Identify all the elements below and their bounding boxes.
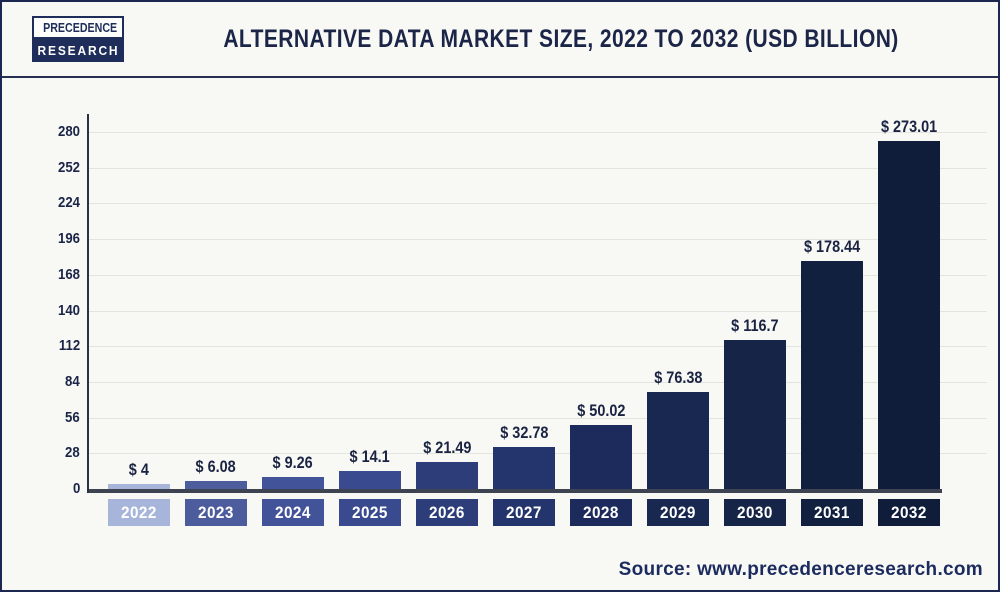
chart-title: ALTERNATIVE DATA MARKET SIZE, 2022 TO 20… bbox=[223, 24, 899, 53]
bar-2032 bbox=[878, 140, 940, 489]
bar-2025 bbox=[339, 471, 401, 489]
bar-value-label: $ 4 bbox=[128, 459, 150, 479]
bar-value-label: $ 9.26 bbox=[272, 453, 314, 473]
x-axis-label-2025: 2025 bbox=[339, 499, 401, 526]
grid-line bbox=[89, 132, 987, 133]
grid-line bbox=[89, 239, 987, 241]
y-tick-label: 140 bbox=[57, 301, 80, 319]
x-axis-label-2032: 2032 bbox=[878, 499, 940, 526]
bar-value-label: $ 21.49 bbox=[422, 437, 472, 457]
bar-2027 bbox=[493, 447, 555, 489]
x-axis-label-2026: 2026 bbox=[416, 499, 478, 526]
bar-value-label: $ 116.7 bbox=[731, 316, 779, 336]
y-tick-label: 112 bbox=[58, 337, 80, 355]
bar-2024 bbox=[262, 477, 324, 489]
bar-2023 bbox=[185, 481, 247, 489]
bar-2022 bbox=[108, 483, 170, 489]
y-tick-label: 196 bbox=[57, 230, 80, 248]
y-tick-label: 280 bbox=[57, 123, 80, 140]
x-axis-label-2024: 2024 bbox=[262, 499, 324, 526]
x-axis-label-2030: 2030 bbox=[724, 499, 786, 526]
bar-value-label: $ 6.08 bbox=[195, 457, 237, 477]
grid-line bbox=[89, 310, 987, 312]
bar-2028 bbox=[570, 425, 632, 489]
bar-value-label: $ 178.44 bbox=[803, 237, 861, 257]
grid-line bbox=[89, 203, 987, 205]
x-axis-label-2022: 2022 bbox=[108, 499, 170, 526]
logo-line1: PRECEDENCE bbox=[32, 16, 124, 39]
x-axis-baseline bbox=[89, 489, 942, 493]
bar-2029 bbox=[647, 391, 709, 489]
y-tick-label: 56 bbox=[65, 408, 80, 426]
x-axis-label-2029: 2029 bbox=[647, 499, 709, 526]
x-axis-label-2027: 2027 bbox=[493, 499, 555, 526]
grid-line bbox=[89, 417, 987, 419]
y-tick-label: 168 bbox=[57, 265, 80, 283]
grid-line bbox=[89, 346, 987, 348]
x-axis-label-2023: 2023 bbox=[185, 499, 247, 526]
bar-value-label: $ 32.78 bbox=[499, 423, 549, 443]
source-text: Source: www.precedenceresearch.com bbox=[618, 559, 983, 580]
logo-line2: RESEARCH bbox=[32, 39, 124, 62]
y-tick-label: 84 bbox=[65, 372, 80, 390]
y-tick-label: 28 bbox=[65, 444, 80, 462]
bar-value-label: $ 50.02 bbox=[576, 401, 626, 421]
grid-line bbox=[89, 381, 987, 383]
bar-2026 bbox=[416, 461, 478, 489]
grid-line bbox=[89, 167, 987, 169]
x-axis-label-2028: 2028 bbox=[570, 499, 632, 526]
grid-line bbox=[89, 274, 987, 276]
precedence-research-logo: PRECEDENCE RESEARCH bbox=[32, 16, 124, 62]
y-tick-label: 252 bbox=[57, 158, 80, 176]
bar-2030 bbox=[724, 340, 786, 489]
x-axis-label-2031: 2031 bbox=[801, 499, 863, 526]
bar-2031 bbox=[801, 261, 863, 489]
chart-title-wrap: ALTERNATIVE DATA MARKET SIZE, 2022 TO 20… bbox=[124, 25, 998, 54]
y-tick-label: 0 bbox=[72, 480, 80, 497]
y-axis-line bbox=[87, 114, 89, 493]
bar-value-label: $ 76.38 bbox=[653, 367, 703, 387]
header: PRECEDENCE RESEARCH ALTERNATIVE DATA MAR… bbox=[2, 2, 998, 78]
y-tick-label: 224 bbox=[57, 194, 80, 212]
bar-value-label: $ 273.01 bbox=[880, 116, 938, 136]
bar-value-label: $ 14.1 bbox=[349, 447, 391, 467]
